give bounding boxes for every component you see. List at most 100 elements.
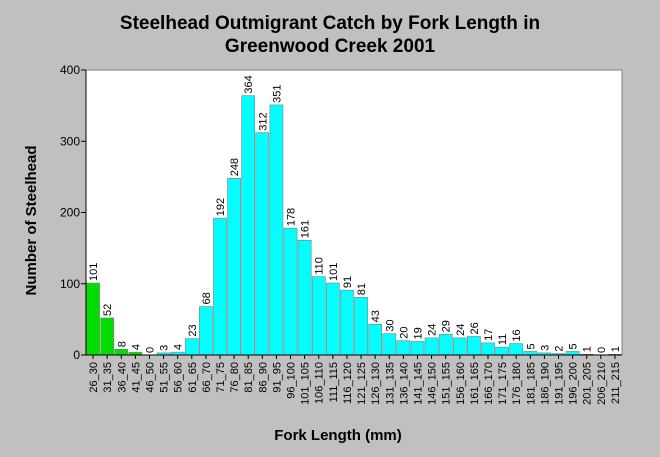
x-tick-label: 151_155: [441, 362, 453, 405]
bar-value-label: 16: [511, 329, 523, 341]
bar-136_140: [396, 340, 411, 356]
bar-176_180: [509, 343, 524, 356]
bar-166_170: [481, 342, 495, 356]
y-axis: 0 100 200 300 400: [60, 63, 87, 362]
bar-146_150: [424, 337, 439, 356]
bar-value-label: 30: [384, 319, 396, 331]
x-axis-title: Fork Length (mm): [274, 427, 402, 444]
x-tick-label: 156_160: [455, 362, 467, 405]
x-tick-label: 161_165: [469, 362, 481, 405]
x-tick-label: 121_125: [356, 362, 368, 405]
bar-value-label: 351: [271, 85, 283, 103]
bar-value-label: 52: [102, 304, 114, 316]
bar-value-label: 5: [568, 343, 580, 349]
x-tick-label: 96_100: [286, 362, 298, 399]
x-tick-label: 116_120: [342, 362, 354, 404]
chart-title-line1: Steelhead Outmigrant Catch by Fork Lengt…: [119, 13, 541, 34]
bar-141_145: [410, 341, 425, 356]
bar-81_85: [241, 95, 256, 356]
bar-value-label: 8: [116, 341, 128, 347]
plot-area: [86, 70, 622, 355]
bar-value-label: 3: [159, 345, 171, 351]
bar-value-label: 24: [455, 324, 467, 336]
x-tick-label: 31_35: [102, 362, 114, 393]
bar-116_120: [340, 289, 354, 356]
bar-value-label: 23: [187, 324, 199, 336]
bar-value-label: 20: [398, 327, 410, 339]
bar-value-label: 4: [130, 344, 142, 350]
bar-value-label: 17: [483, 329, 495, 341]
bar-value-label: 5: [525, 343, 537, 349]
bar-91_95: [269, 104, 284, 356]
bar-71_75: [213, 217, 227, 356]
bar-61_65: [184, 338, 199, 356]
bar-151_155: [438, 334, 453, 356]
x-tick-label: 141_145: [412, 362, 424, 405]
y-axis-title: Number of Steelhead: [23, 145, 40, 295]
x-tick-label: 51_55: [159, 362, 171, 393]
x-tick-label: 56_60: [173, 362, 185, 393]
bar-value-label: 101: [328, 263, 340, 281]
x-tick-label: 71_75: [215, 362, 227, 393]
x-tick-label: 196_200: [568, 362, 580, 405]
x-tick-label: 131_135: [384, 362, 396, 405]
bar-value-label: 0: [144, 347, 156, 353]
x-tick-label: 106_110: [314, 362, 326, 404]
bar-181_185: [523, 351, 538, 356]
y-tick-label: 100: [60, 277, 80, 291]
bar-value-label: 312: [257, 112, 269, 130]
bar-26_30: [86, 282, 100, 356]
bar-106_110: [311, 276, 326, 356]
bar-value-label: 68: [201, 292, 213, 304]
bar-31_35: [100, 317, 115, 356]
bar-121_125: [354, 296, 368, 356]
bar-value-label: 178: [286, 208, 298, 226]
bar-86_90: [255, 132, 270, 356]
x-tick-label: 86_90: [257, 362, 269, 393]
bar-131_135: [382, 333, 397, 356]
x-tick-label: 206_210: [596, 362, 608, 405]
bar-value-label: 248: [229, 158, 241, 176]
x-tick-label: 36_40: [116, 362, 128, 393]
bar-value-label: 101: [88, 263, 100, 281]
x-tick-label: 111_115: [328, 362, 340, 402]
x-tick-label: 26_30: [88, 362, 100, 393]
x-tick-label: 76_80: [229, 362, 241, 393]
x-tick-label: 191_195: [554, 362, 566, 405]
chart-title-line2: Greenwood Creek 2001: [224, 36, 436, 57]
bar-36_40: [114, 348, 129, 356]
x-tick-label: 91_95: [271, 362, 283, 393]
y-tick-label: 300: [60, 134, 80, 148]
bar-value-label: 1: [610, 346, 622, 352]
x-tick-label: 61_65: [187, 362, 199, 393]
x-axis: 26_30 31_35 36_40 41_45 46_50 51_55 56_60 61_65…: [86, 354, 622, 405]
x-tick-label: 136_140: [398, 362, 410, 405]
bar-value-label: 11: [497, 334, 509, 345]
bar-value-label: 0: [596, 347, 608, 353]
x-tick-label: 176_180: [511, 362, 523, 405]
bar-value-label: 24: [427, 324, 439, 336]
chart-title: Steelhead Outmigrant Catch by Fork Lengt…: [0, 12, 660, 58]
bars-group: [86, 95, 622, 356]
bar-76_80: [227, 178, 241, 356]
bar-value-label: 2: [554, 345, 566, 351]
x-tick-label: 201_205: [582, 362, 594, 405]
bar-value-label: 3: [539, 345, 551, 351]
bar-value-label: 4: [173, 344, 185, 350]
x-tick-label: 171_175: [497, 362, 509, 405]
x-tick-label: 166_170: [483, 362, 495, 405]
bar-value-label: 364: [243, 75, 255, 93]
x-tick-label: 146_150: [427, 362, 439, 405]
bar-66_70: [199, 306, 213, 356]
x-tick-label: 101_105: [300, 362, 312, 405]
bar-161_165: [467, 336, 481, 356]
bar-value-label: 1: [582, 346, 594, 352]
bar-156_160: [452, 337, 467, 356]
x-tick-label: 66_70: [201, 362, 213, 393]
y-tick-label: 200: [60, 206, 80, 220]
bar-171_175: [495, 346, 509, 356]
bar-value-label: 161: [300, 220, 312, 238]
y-tick-label: 0: [73, 348, 80, 362]
